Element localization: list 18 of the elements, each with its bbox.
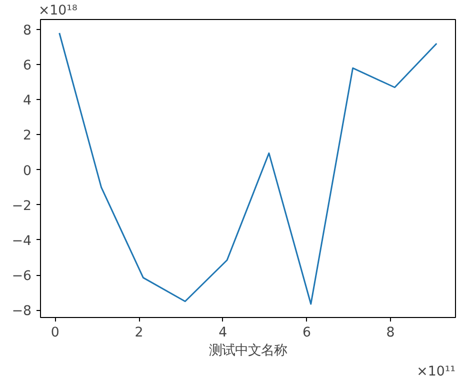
x-tick-label: 4: [218, 326, 228, 340]
y-tick-label: 2: [23, 128, 32, 144]
x-tick-label: 0: [50, 326, 60, 340]
text: ×10¹¹: [416, 364, 456, 380]
y-tick-label: −2: [12, 198, 32, 214]
line-series: [58, 32, 438, 305]
x-axis-title: 测试中文名称: [209, 344, 287, 358]
y-tick-label: −4: [12, 234, 32, 249]
y-tick-label: 0: [23, 164, 32, 179]
y-tick-label: 8: [23, 24, 32, 38]
y-tick-label: −8: [12, 304, 32, 320]
x-tick-label: 2: [134, 326, 144, 340]
text: ×10¹⁸: [38, 4, 78, 18]
x-tick-label: 6: [302, 326, 311, 340]
x-tick-label: 8: [386, 326, 395, 340]
y-tick-label: 4: [23, 94, 32, 109]
y-tick-label: 6: [23, 58, 32, 74]
y-tick-label: −6: [12, 269, 32, 284]
